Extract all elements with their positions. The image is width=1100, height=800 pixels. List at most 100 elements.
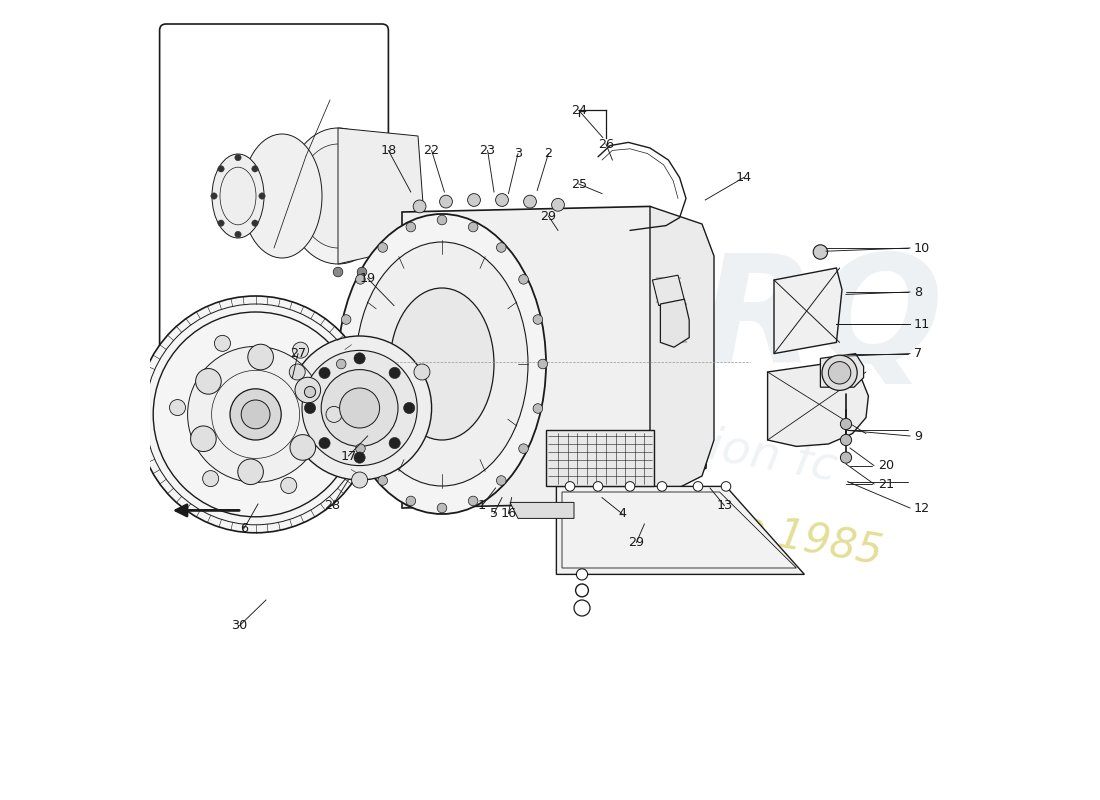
Text: EURQ: EURQ <box>476 247 944 393</box>
Text: 1: 1 <box>477 499 486 512</box>
Circle shape <box>828 362 850 384</box>
Text: 7: 7 <box>914 347 922 360</box>
Circle shape <box>437 215 447 225</box>
Circle shape <box>524 195 537 208</box>
Circle shape <box>319 367 330 378</box>
Circle shape <box>333 267 343 277</box>
Circle shape <box>574 600 590 616</box>
Text: 19: 19 <box>360 272 376 285</box>
Circle shape <box>337 359 346 369</box>
Text: 20: 20 <box>878 459 894 472</box>
Text: 11: 11 <box>914 318 931 330</box>
Text: 27: 27 <box>290 347 306 360</box>
Circle shape <box>280 478 297 494</box>
Circle shape <box>404 402 415 414</box>
Text: 24: 24 <box>571 104 586 117</box>
Circle shape <box>358 267 366 277</box>
Circle shape <box>218 220 224 226</box>
Circle shape <box>414 364 430 380</box>
Circle shape <box>551 198 564 211</box>
Circle shape <box>218 166 224 172</box>
Circle shape <box>321 370 398 446</box>
Polygon shape <box>652 275 684 306</box>
Circle shape <box>289 364 305 380</box>
Circle shape <box>534 314 542 324</box>
Text: 29: 29 <box>628 536 645 549</box>
Text: 18: 18 <box>381 144 396 157</box>
Text: 14: 14 <box>736 171 751 184</box>
Text: 12: 12 <box>914 502 931 514</box>
Circle shape <box>693 482 703 491</box>
Circle shape <box>138 296 374 533</box>
Circle shape <box>287 336 431 480</box>
Circle shape <box>519 274 528 284</box>
Circle shape <box>354 353 365 364</box>
Circle shape <box>302 350 417 466</box>
Circle shape <box>341 404 351 414</box>
Circle shape <box>241 400 270 429</box>
Polygon shape <box>402 206 710 508</box>
Circle shape <box>305 402 316 414</box>
Ellipse shape <box>286 128 390 264</box>
Circle shape <box>252 220 258 226</box>
Text: 10: 10 <box>914 242 931 254</box>
Text: 3: 3 <box>514 147 522 160</box>
Circle shape <box>822 355 857 390</box>
Text: 8: 8 <box>914 286 922 298</box>
Text: 30: 30 <box>231 619 248 632</box>
Circle shape <box>469 496 477 506</box>
FancyBboxPatch shape <box>160 24 388 357</box>
Circle shape <box>341 314 351 324</box>
Circle shape <box>389 438 400 449</box>
Ellipse shape <box>242 134 322 258</box>
Circle shape <box>319 438 330 449</box>
Circle shape <box>326 406 342 422</box>
Polygon shape <box>821 354 864 387</box>
Circle shape <box>469 222 477 232</box>
Text: since 1985: since 1985 <box>654 491 886 573</box>
Circle shape <box>722 482 730 491</box>
Circle shape <box>496 242 506 252</box>
Circle shape <box>840 452 851 463</box>
Text: 17: 17 <box>340 450 356 462</box>
Circle shape <box>657 482 667 491</box>
Circle shape <box>295 378 320 403</box>
Circle shape <box>234 154 241 161</box>
Circle shape <box>378 242 387 252</box>
Circle shape <box>145 304 366 525</box>
Circle shape <box>211 193 217 199</box>
Circle shape <box>437 503 447 513</box>
Circle shape <box>238 459 263 485</box>
Polygon shape <box>510 502 574 518</box>
Circle shape <box>258 193 265 199</box>
Circle shape <box>248 344 274 370</box>
Text: 28: 28 <box>324 499 341 512</box>
Polygon shape <box>338 128 426 264</box>
Circle shape <box>813 245 827 259</box>
Text: 22: 22 <box>424 144 440 157</box>
Polygon shape <box>557 486 804 574</box>
Polygon shape <box>546 430 654 486</box>
Circle shape <box>565 482 575 491</box>
Circle shape <box>534 404 542 414</box>
Text: 23: 23 <box>480 144 496 157</box>
Circle shape <box>196 369 221 394</box>
Circle shape <box>593 482 603 491</box>
Text: 25: 25 <box>571 178 587 190</box>
Circle shape <box>214 335 231 351</box>
Circle shape <box>414 200 426 213</box>
Circle shape <box>230 389 282 440</box>
Ellipse shape <box>338 214 546 514</box>
Circle shape <box>355 274 365 284</box>
Circle shape <box>153 312 358 517</box>
Circle shape <box>840 434 851 446</box>
Circle shape <box>234 231 241 238</box>
Circle shape <box>190 426 217 451</box>
Polygon shape <box>768 362 868 446</box>
Circle shape <box>576 569 587 580</box>
Text: 21: 21 <box>878 478 894 490</box>
Text: 13: 13 <box>716 499 733 512</box>
Circle shape <box>440 195 452 208</box>
Circle shape <box>188 346 323 482</box>
Ellipse shape <box>298 144 378 248</box>
